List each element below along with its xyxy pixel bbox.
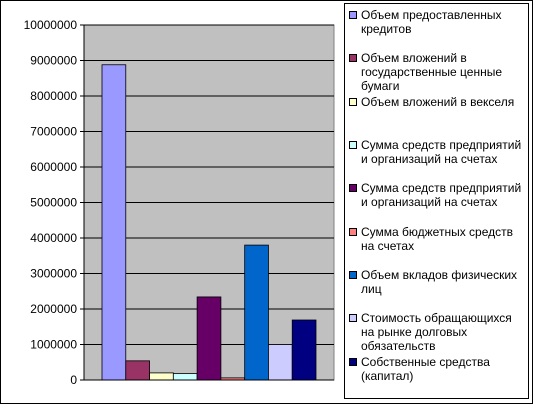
bar-2 — [125, 360, 150, 381]
y-tick-label: 10000000 — [24, 18, 78, 32]
legend-item: Сумма средств предприятий и организаций … — [349, 138, 527, 166]
y-tick-label: 7000000 — [30, 125, 77, 139]
bar-4 — [172, 373, 198, 381]
y-tick-label: 1000000 — [30, 338, 77, 352]
legend-item: Собственные средства (капитал) — [349, 355, 527, 383]
bar-9 — [291, 319, 317, 381]
legend-label: Объем вложений в государственные ценные … — [361, 51, 502, 94]
legend-item: Объем вкладов физических лиц — [349, 268, 527, 296]
legend-item: Объем вложений в векселя — [349, 95, 527, 109]
legend-swatch — [349, 184, 357, 193]
y-tick-label: 3000000 — [30, 267, 77, 281]
legend-item: Сумма средств предприятий и организаций … — [349, 181, 527, 209]
legend: Объем предоставленных кредитов Объем влож… — [344, 3, 529, 399]
y-tick-label: 9000000 — [30, 54, 77, 68]
legend-label: Сумма средств предприятий и организаций … — [361, 181, 522, 210]
legend-label: Объем предоставленных кредитов — [361, 8, 502, 36]
bar-5 — [196, 296, 222, 381]
bar-7 — [244, 244, 269, 381]
y-tick-label: 6000000 — [30, 160, 77, 174]
legend-swatch — [349, 54, 357, 63]
legend-swatch — [349, 141, 357, 149]
legend-label: Сумма средств предприятий и организаций … — [361, 138, 522, 166]
y-tick-label: 8000000 — [30, 89, 77, 103]
y-tick-label: 2000000 — [30, 302, 77, 316]
legend-swatch — [349, 97, 357, 106]
legend-item: Объем вложений в государственные ценные … — [349, 51, 527, 93]
y-axis-ticks: 0 1000000 2000000 3000000 4000000 5000000 6000… — [24, 18, 84, 387]
bar-3 — [149, 372, 174, 381]
legend-label: Сумма бюджетных средств на счетах — [361, 224, 513, 253]
legend-item: Объем предоставленных кредитов — [349, 8, 527, 36]
legend-label: Стоимость обращающихся на рынке долговых… — [361, 311, 512, 354]
legend-swatch — [349, 11, 357, 19]
y-tick-label: 4000000 — [30, 231, 77, 245]
legend-item: Сумма бюджетных средств на счетах — [349, 225, 527, 253]
legend-label: Объем вложений в векселя — [361, 94, 515, 109]
legend-label: Объем вкладов физических лиц — [361, 268, 518, 296]
bar-8 — [268, 344, 293, 381]
legend-swatch — [349, 271, 357, 279]
legend-item: Стоимость обращающихся на рынке долговых… — [349, 311, 527, 353]
legend-swatch — [349, 357, 357, 366]
y-tick-label: 0 — [70, 373, 77, 387]
legend-label: Собственные средства (капитал) — [361, 354, 490, 383]
legend-swatch — [349, 227, 357, 236]
y-tick-label: 5000000 — [30, 196, 77, 210]
bar-1 — [101, 64, 127, 381]
legend-swatch — [349, 314, 357, 323]
bars — [101, 64, 317, 381]
